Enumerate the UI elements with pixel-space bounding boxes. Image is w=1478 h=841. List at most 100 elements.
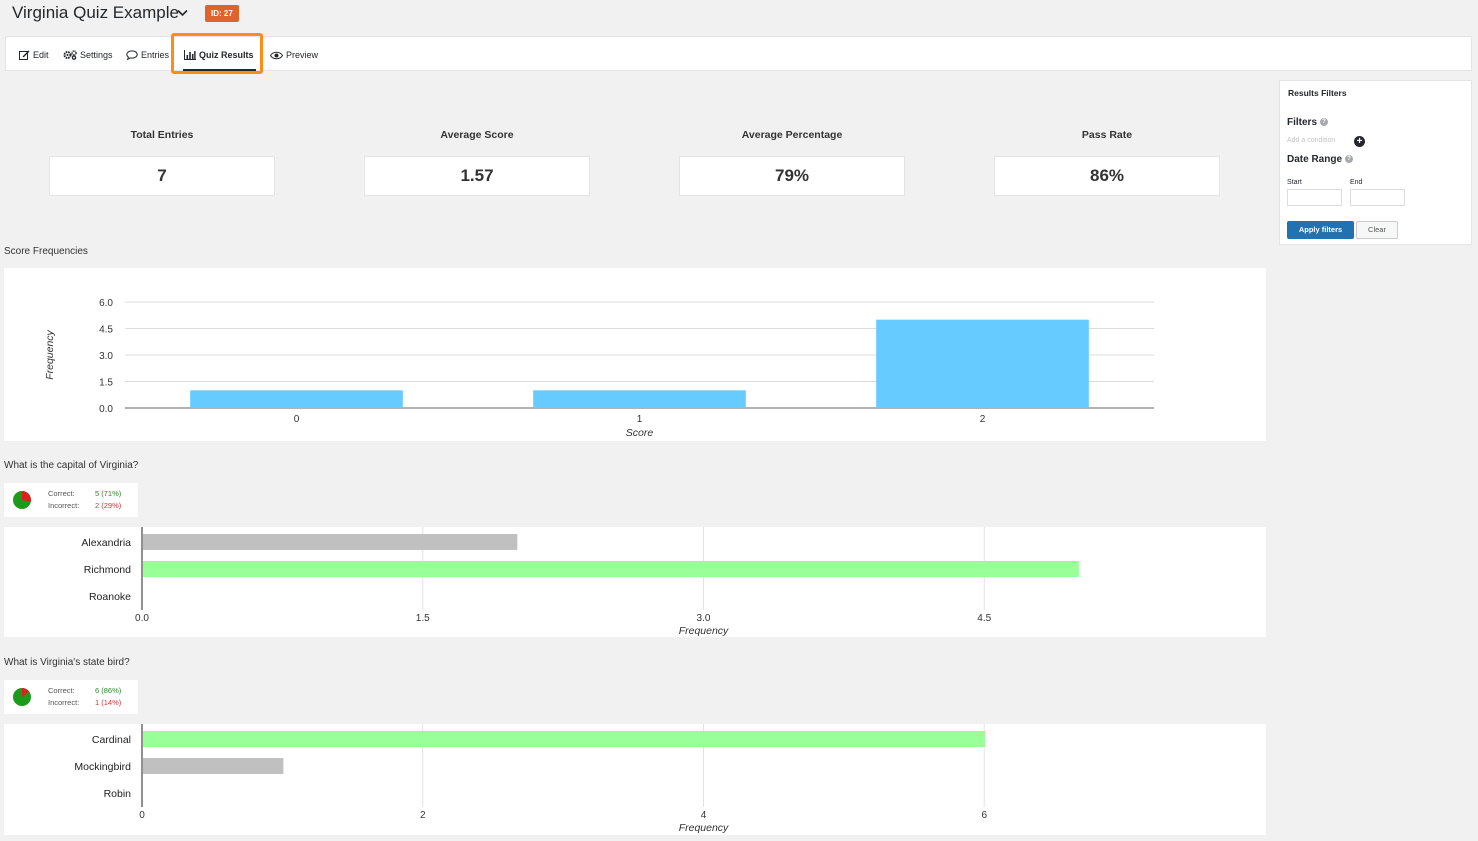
score-bar bbox=[190, 390, 403, 408]
category-label: Mockingbird bbox=[74, 761, 131, 773]
x-tick-label: 0 bbox=[294, 414, 300, 425]
filters-panel-title: Results Filters bbox=[1288, 88, 1347, 98]
x-tick-label: 0 bbox=[139, 810, 145, 821]
y-tick-label: 0.0 bbox=[99, 404, 113, 415]
incorrect-label: Incorrect: bbox=[48, 501, 80, 510]
x-axis-label: Frequency bbox=[679, 822, 729, 834]
tab-entries-label: Entries bbox=[141, 50, 170, 60]
results-filters-panel: Results Filters Filters? Add a condition… bbox=[1279, 80, 1472, 245]
highlight-annotation bbox=[171, 33, 263, 74]
question-1-correct: Correct: 5 (71%) bbox=[48, 489, 121, 498]
score-bar bbox=[533, 390, 746, 408]
incorrect-value: 2 (29%) bbox=[95, 501, 122, 510]
question-2-answer-chart: 0 2 4 6 Cardinal Mockingbird Robin Frequency bbox=[74, 724, 987, 834]
question-1-incorrect: Incorrect: 2 (29%) bbox=[48, 501, 121, 510]
edit-icon bbox=[19, 50, 30, 60]
pie-slice-incorrect bbox=[22, 491, 31, 503]
stat-label-pass-rate: Pass Rate bbox=[1081, 129, 1133, 141]
pie-slice-incorrect bbox=[22, 688, 30, 697]
question-1-chart-panel: 0.0 1.5 3.0 4.5 Alexandria Richmond Roanoke Fre… bbox=[4, 527, 1266, 637]
comment-icon bbox=[126, 50, 138, 60]
tab-preview[interactable]: Preview bbox=[270, 50, 318, 60]
y-tick-label: 4.5 bbox=[99, 325, 113, 336]
category-label: Cardinal bbox=[92, 734, 131, 746]
stat-value-average-score: 1.57 bbox=[364, 156, 590, 196]
x-axis-label: Frequency bbox=[679, 625, 729, 637]
question-1-title: What is the capital of Virginia? bbox=[4, 460, 139, 471]
x-tick-label: 0.0 bbox=[135, 613, 149, 624]
x-tick-label: 4 bbox=[701, 810, 707, 821]
chevron-down-icon[interactable] bbox=[177, 6, 188, 20]
score-bar bbox=[876, 319, 1089, 408]
form-title: Virginia Quiz Example bbox=[12, 3, 179, 22]
correct-value: 6 (86%) bbox=[95, 686, 122, 695]
end-date-input[interactable] bbox=[1350, 189, 1405, 206]
clear-filters-button[interactable]: Clear bbox=[1356, 221, 1398, 239]
x-tick-label: 6 bbox=[981, 810, 987, 821]
eye-icon bbox=[270, 51, 283, 59]
question-2-summary: Correct: 6 (86%) Incorrect: 1 (14%) bbox=[4, 680, 138, 714]
question-2-incorrect: Incorrect: 1 (14%) bbox=[48, 698, 121, 707]
question-2-correct: Correct: 6 (86%) bbox=[48, 686, 121, 695]
stat-label-total-entries: Total Entries bbox=[130, 129, 194, 141]
incorrect-value: 1 (14%) bbox=[95, 698, 122, 707]
incorrect-label: Incorrect: bbox=[48, 698, 80, 707]
stat-value-average-percentage: 79% bbox=[679, 156, 905, 196]
correct-label: Correct: bbox=[48, 686, 75, 695]
tab-edit[interactable]: Edit bbox=[19, 50, 49, 60]
score-frequency-chart: 0.0 1.5 3.0 4.5 6.0 0 1 2 Score Frequency bbox=[44, 298, 1154, 439]
toolbar: Edit Settings Entries Quiz Results Previ… bbox=[5, 36, 1472, 71]
stat-label-average-percentage: Average Percentage bbox=[741, 129, 843, 141]
add-condition-link[interactable]: Add a condition bbox=[1287, 137, 1336, 144]
question-2-title: What is Virginia's state bird? bbox=[4, 657, 130, 668]
question-1-summary: Correct: 5 (71%) Incorrect: 2 (29%) bbox=[4, 483, 138, 517]
correct-label: Correct: bbox=[48, 489, 75, 498]
plus-circle-icon[interactable]: + bbox=[1354, 136, 1365, 147]
incorrect-answer-bar bbox=[143, 534, 518, 550]
help-icon[interactable]: ? bbox=[1320, 118, 1329, 127]
pie-chart-icon bbox=[13, 688, 31, 706]
correct-answer-bar bbox=[143, 561, 1079, 577]
help-icon[interactable]: ? bbox=[1345, 155, 1354, 164]
stat-value-pass-rate: 86% bbox=[994, 156, 1220, 196]
date-range-heading: Date Range? bbox=[1287, 154, 1354, 165]
y-tick-label: 3.0 bbox=[99, 351, 113, 362]
gear-icon bbox=[63, 50, 77, 60]
tab-entries[interactable]: Entries bbox=[126, 50, 169, 60]
filters-heading: Filters? bbox=[1287, 117, 1329, 128]
x-tick-label: 2 bbox=[420, 810, 426, 821]
incorrect-answer-bar bbox=[143, 758, 284, 774]
apply-filters-button[interactable]: Apply filters bbox=[1287, 221, 1354, 239]
start-date-label: Start bbox=[1287, 179, 1302, 186]
x-tick-label: 3.0 bbox=[697, 613, 711, 624]
start-date-input[interactable] bbox=[1287, 189, 1342, 206]
tab-edit-label: Edit bbox=[33, 50, 49, 60]
category-label: Roanoke bbox=[89, 591, 131, 603]
category-label: Richmond bbox=[84, 564, 131, 576]
x-axis-label: Score bbox=[626, 427, 654, 439]
stat-value-total-entries: 7 bbox=[49, 156, 275, 196]
y-tick-label: 6.0 bbox=[99, 298, 113, 309]
score-chart-panel: 0.0 1.5 3.0 4.5 6.0 0 1 2 Score Frequency bbox=[4, 268, 1266, 441]
question-1-answer-chart: 0.0 1.5 3.0 4.5 Alexandria Richmond Roanoke Fre… bbox=[81, 527, 1079, 637]
tab-quiz-results[interactable]: Quiz Results bbox=[184, 50, 254, 60]
tab-settings-label: Settings bbox=[80, 50, 113, 60]
tab-settings[interactable]: Settings bbox=[63, 50, 113, 60]
x-tick-label: 2 bbox=[980, 414, 986, 425]
stat-label-average-score: Average Score bbox=[440, 129, 514, 141]
end-date-label: End bbox=[1350, 179, 1363, 186]
y-tick-label: 1.5 bbox=[99, 378, 113, 389]
score-frequencies-title: Score Frequencies bbox=[4, 246, 88, 257]
pie-chart-icon bbox=[13, 491, 31, 509]
bar-chart-icon bbox=[184, 50, 196, 60]
date-range-label: Date Range bbox=[1287, 154, 1343, 165]
y-axis-label: Frequency bbox=[44, 329, 56, 379]
x-tick-label: 4.5 bbox=[977, 613, 991, 624]
x-tick-label: 1.5 bbox=[416, 613, 430, 624]
filters-heading-label: Filters bbox=[1287, 117, 1318, 128]
correct-answer-bar bbox=[143, 731, 986, 747]
x-tick-label: 1 bbox=[637, 414, 643, 425]
tab-preview-label: Preview bbox=[286, 50, 319, 60]
tab-quiz-results-label: Quiz Results bbox=[199, 50, 254, 60]
active-tab-indicator bbox=[183, 69, 256, 71]
